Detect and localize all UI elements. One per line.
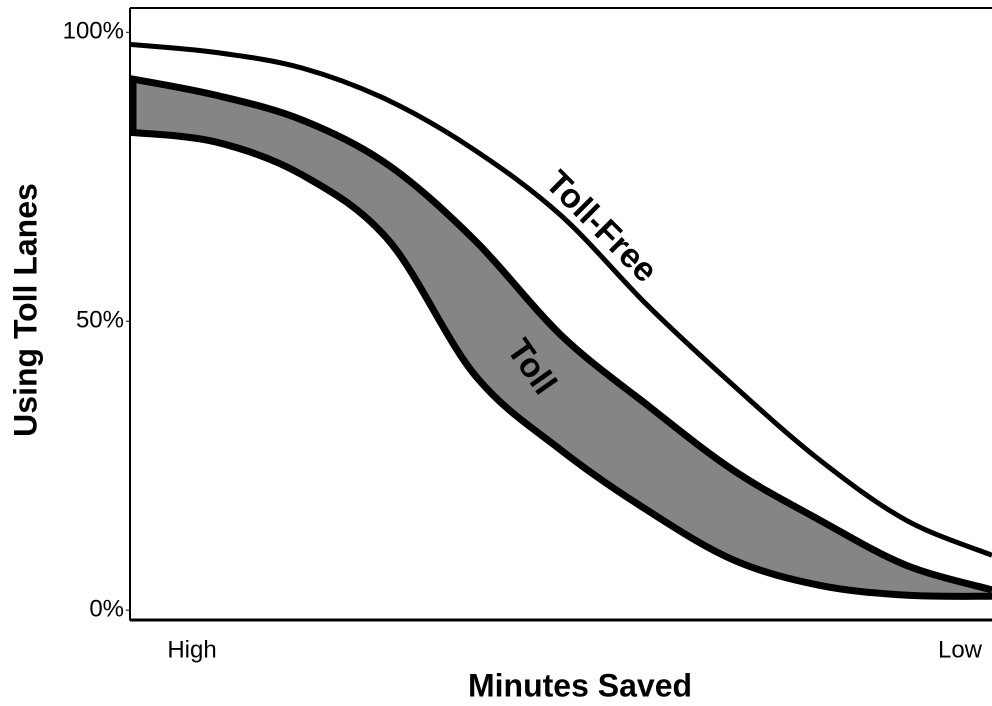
series-label: Toll-Free [538, 163, 665, 290]
x-axis-title: Minutes Saved [468, 667, 692, 703]
x-tick-label: Low [938, 636, 983, 663]
toll-upper-line [129, 75, 992, 594]
y-axis-title: Using Toll Lanes [7, 183, 43, 437]
toll-free-line [129, 41, 992, 558]
toll-lower-line [129, 128, 992, 600]
y-tick-label: 50% [76, 307, 124, 334]
x-tick-label: High [167, 636, 216, 663]
y-tick-label: 100% [63, 18, 124, 45]
y-tick-label: 0% [89, 596, 124, 623]
